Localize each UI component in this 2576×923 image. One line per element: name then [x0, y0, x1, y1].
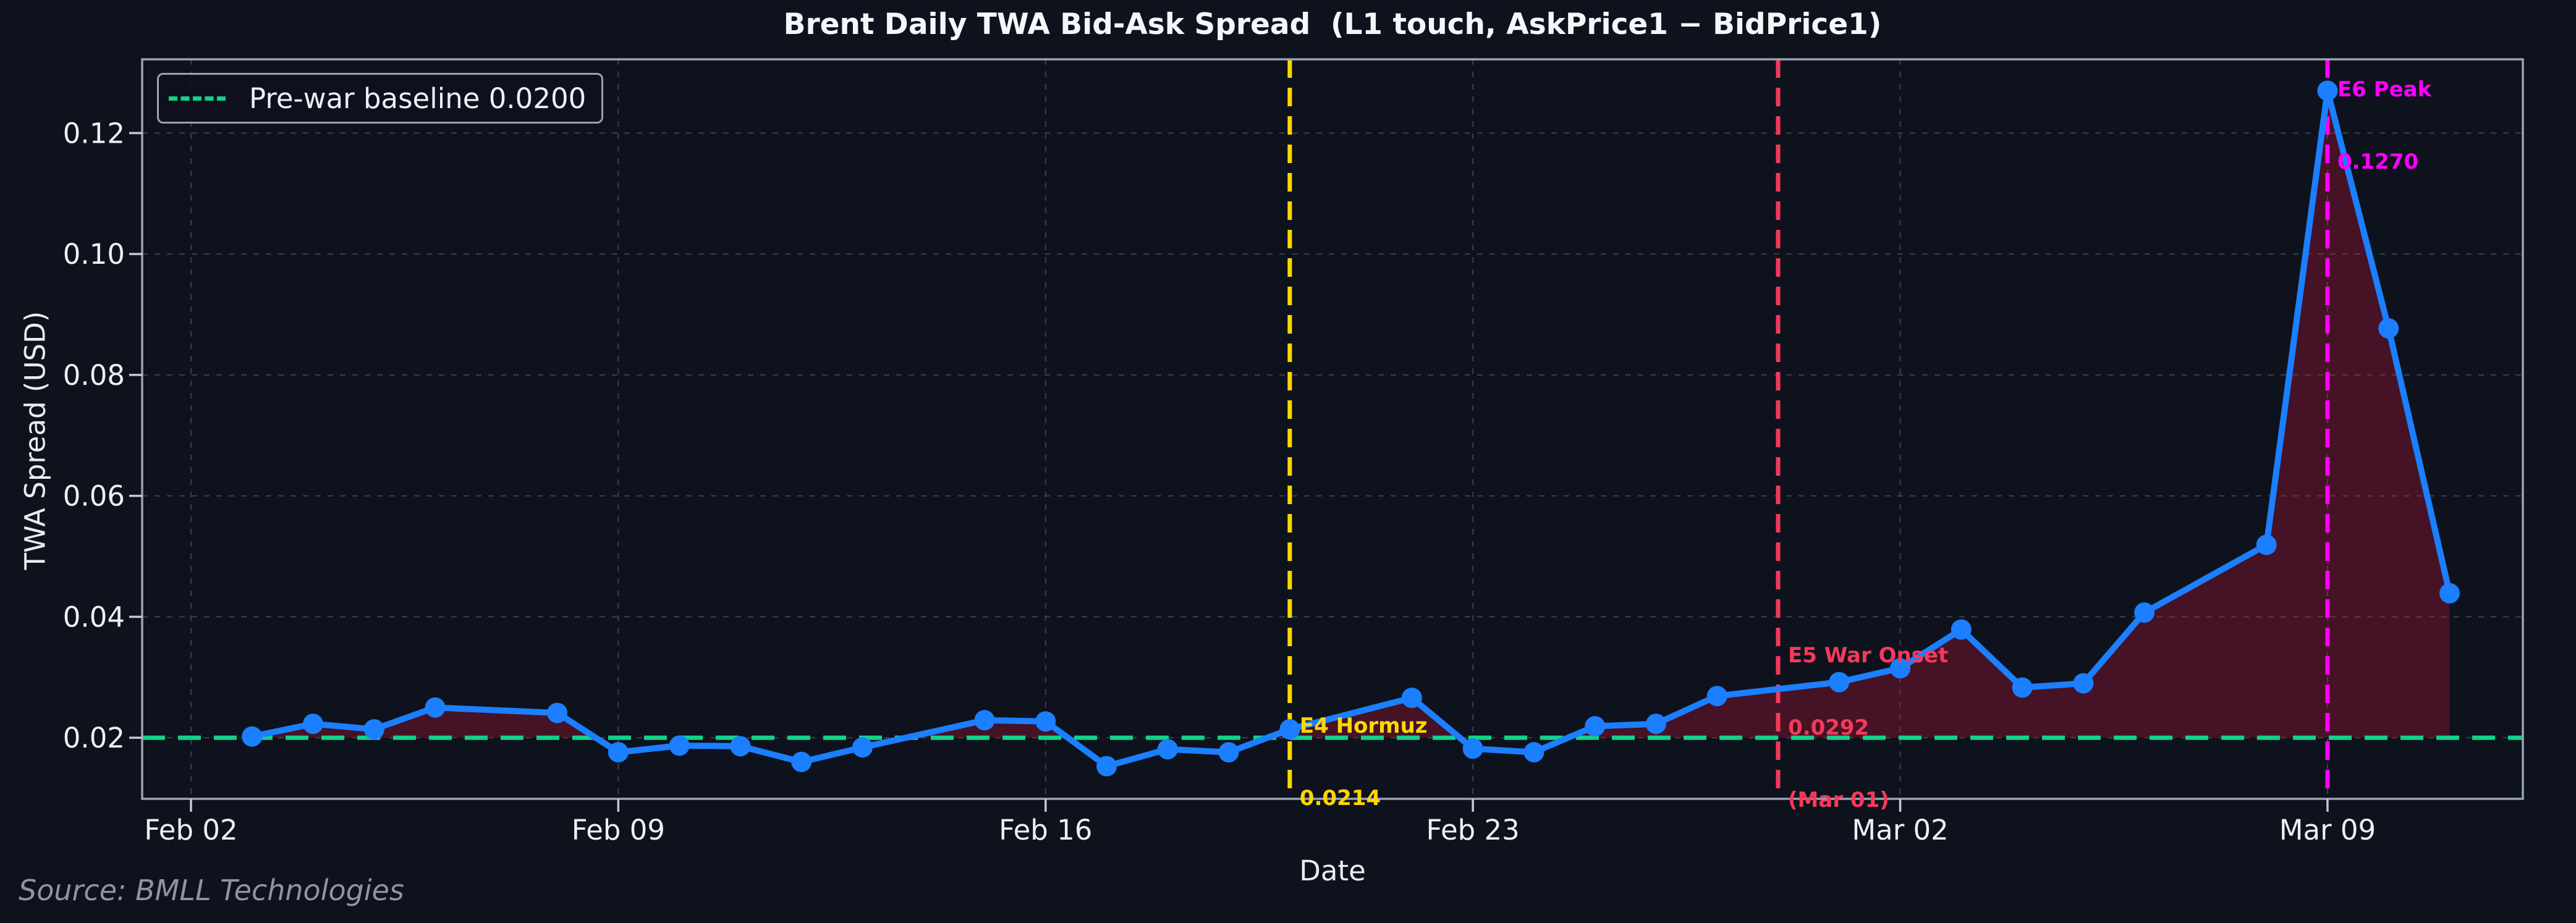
legend-baseline-label: Pre-war baseline 0.0200	[249, 82, 587, 115]
data-point-marker	[1645, 714, 1666, 735]
data-point-marker	[1035, 711, 1056, 732]
data-point-marker	[1401, 688, 1422, 709]
x-tick-label: Feb 23	[1426, 814, 1520, 846]
annotation-e4-hormuz: E4 Hormuz 0.0214	[1300, 666, 1428, 859]
data-point-marker	[1585, 716, 1606, 737]
x-tick-label: Mar 02	[1852, 814, 1948, 846]
data-point-marker	[2256, 534, 2277, 555]
spread-line	[248, 87, 2453, 770]
data-point-marker	[2378, 318, 2399, 339]
data-point-marker	[2439, 583, 2460, 604]
data-point-marker	[425, 697, 446, 718]
data-point-marker	[974, 710, 995, 731]
annotation-text-line: E5 War Onset	[1788, 643, 1949, 668]
data-point-marker	[547, 702, 568, 723]
data-point-marker	[1951, 619, 1972, 640]
tick-labels: Feb 02 Feb 09 Feb 16 Feb 23 Mar 02 Mar 09 0.02…	[63, 117, 2376, 846]
annotation-e6-peak: E6 Peak 0.1270	[2337, 30, 2431, 222]
data-point-marker	[2073, 673, 2094, 694]
x-tick-label: Feb 02	[144, 814, 237, 846]
spread-markers	[242, 80, 2460, 777]
data-point-marker	[1279, 719, 1300, 740]
data-point-marker	[2134, 602, 2155, 623]
legend-baseline-dash-sample	[169, 96, 226, 101]
axes-spines	[141, 58, 2524, 800]
data-point-marker	[2012, 677, 2033, 698]
y-tick-label: 0.06	[63, 480, 125, 513]
x-axis-label: Date	[1299, 854, 1366, 887]
data-point-marker	[1829, 672, 1850, 693]
source-note: Source: BMLL Technologies	[19, 874, 404, 907]
annotation-text-line: 0.1270	[2337, 150, 2419, 174]
chart-title: Brent Daily TWA Bid-Ask Spread (L1 touch…	[783, 7, 1882, 41]
y-tick-label: 0.04	[63, 601, 125, 633]
annotation-text-line: (Mar 01)	[1788, 788, 1889, 812]
y-tick-label: 0.08	[63, 359, 125, 392]
data-point-marker	[2317, 80, 2338, 101]
data-point-marker	[1218, 742, 1239, 763]
data-point-marker	[608, 742, 629, 763]
spread-fill-area	[252, 90, 2450, 738]
annotation-text-line: 0.0292	[1788, 715, 1870, 740]
legend: Pre-war baseline 0.0200	[157, 73, 603, 124]
annotation-e5-war-onset: E5 War Onset 0.0292 (Mar 01)	[1788, 596, 1948, 861]
y-tick-label: 0.12	[63, 117, 125, 150]
annotation-text-line: E6 Peak	[2337, 77, 2432, 102]
y-tick-label: 0.02	[63, 722, 125, 754]
x-tick-label: Mar 09	[2279, 814, 2376, 846]
data-point-marker	[1523, 742, 1544, 763]
tick-marks	[129, 132, 2329, 812]
data-point-marker	[1462, 738, 1483, 759]
y-tick-label: 0.10	[63, 238, 125, 271]
data-point-marker	[791, 751, 812, 772]
data-point-marker	[1706, 686, 1727, 707]
annotation-text-line: 0.0214	[1299, 786, 1381, 811]
x-tick-label: Feb 09	[572, 814, 665, 846]
annotation-text-line: E4 Hormuz	[1299, 714, 1428, 738]
y-axis-label: TWA Spread (USD)	[19, 311, 52, 570]
data-point-marker	[730, 736, 751, 757]
data-point-marker	[1096, 756, 1117, 777]
data-point-marker	[242, 726, 263, 747]
data-point-marker	[669, 735, 690, 756]
data-point-marker	[363, 719, 384, 740]
data-point-marker	[852, 737, 873, 758]
data-point-marker	[1890, 658, 1911, 679]
data-point-marker	[303, 714, 324, 735]
x-tick-label: Feb 16	[999, 814, 1092, 846]
data-point-marker	[1157, 739, 1178, 760]
